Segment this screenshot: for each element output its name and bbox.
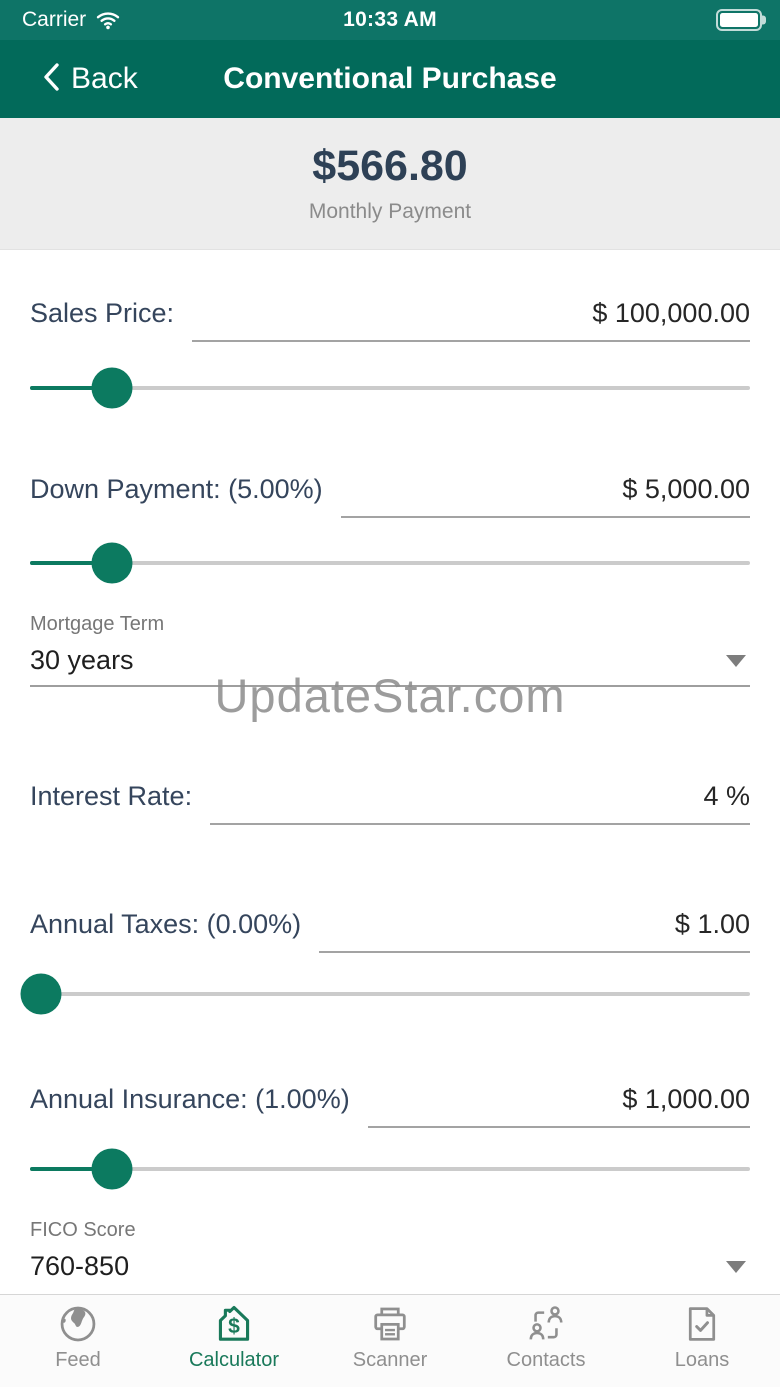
document-check-icon	[680, 1302, 724, 1346]
fico-score-select[interactable]: FICO Score 760-850	[30, 1217, 750, 1291]
slider-thumb[interactable]	[91, 542, 133, 584]
fico-score-value: 760-850	[30, 1251, 130, 1281]
slider-fill	[30, 1167, 113, 1171]
sales-price-row: Sales Price: $ 100,000.00	[30, 296, 750, 342]
down-payment-slider[interactable]	[30, 541, 750, 585]
chevron-left-icon	[42, 61, 61, 98]
interest-rate-input[interactable]: 4 %	[210, 779, 750, 825]
tab-label: Loans	[674, 1349, 730, 1371]
slider-fill	[30, 386, 113, 390]
sales-price-slider[interactable]	[30, 366, 750, 410]
back-label: Back	[71, 62, 138, 95]
back-button[interactable]: Back	[0, 61, 138, 98]
tab-label: Calculator	[188, 1349, 280, 1371]
annual-taxes-input[interactable]: $ 1.00	[319, 907, 750, 953]
tab-bar: Feed $ Calculator Scanner	[0, 1294, 780, 1387]
annual-taxes-label: Annual Taxes: (0.00%)	[30, 909, 302, 939]
page-title: Conventional Purchase	[223, 62, 557, 95]
mortgage-term-select[interactable]: Mortgage Term 30 years	[30, 611, 750, 687]
interest-rate-row: Interest Rate: 4 %	[30, 779, 750, 825]
slider-track[interactable]	[30, 386, 750, 390]
slider-thumb[interactable]	[91, 367, 133, 409]
tab-feed[interactable]: Feed	[0, 1295, 156, 1387]
carrier-label: Carrier	[22, 8, 87, 31]
chevron-down-icon[interactable]	[726, 655, 746, 667]
status-bar: Carrier 10:33 AM	[0, 0, 780, 40]
monthly-payment-amount: $566.80	[312, 142, 468, 190]
annual-insurance-slider[interactable]	[30, 1147, 750, 1191]
mortgage-term-label: Mortgage Term	[30, 613, 165, 635]
annual-insurance-row: Annual Insurance: (1.00%) $ 1,000.00	[30, 1082, 750, 1128]
down-payment-input[interactable]: $ 5,000.00	[340, 472, 750, 518]
tab-loans[interactable]: Loans	[624, 1295, 780, 1387]
interest-rate-label: Interest Rate:	[30, 781, 193, 811]
battery-icon	[716, 9, 762, 31]
annual-insurance-input[interactable]: $ 1,000.00	[367, 1082, 750, 1128]
printer-icon	[368, 1302, 412, 1346]
wifi-icon	[95, 10, 121, 30]
payment-summary: $566.80 Monthly Payment	[0, 118, 780, 250]
tab-calculator[interactable]: $ Calculator	[156, 1295, 312, 1387]
slider-fill	[30, 561, 113, 565]
sales-price-input[interactable]: $ 100,000.00	[192, 296, 750, 342]
annual-taxes-slider[interactable]	[20, 972, 750, 1016]
fico-score-label: FICO Score	[30, 1219, 136, 1241]
tab-label: Contacts	[506, 1349, 586, 1371]
slider-track[interactable]	[30, 992, 750, 996]
chevron-down-icon[interactable]	[726, 1261, 746, 1273]
contacts-icon	[524, 1302, 568, 1346]
house-dollar-icon: $	[212, 1302, 256, 1346]
tab-label: Scanner	[352, 1349, 428, 1371]
sales-price-label: Sales Price:	[30, 298, 175, 328]
svg-text:$: $	[228, 1315, 240, 1338]
monthly-payment-label: Monthly Payment	[308, 200, 472, 223]
calculator-form: Sales Price: $ 100,000.00 Down Payment: …	[0, 296, 780, 1291]
slider-track[interactable]	[30, 561, 750, 565]
annual-taxes-row: Annual Taxes: (0.00%) $ 1.00	[30, 907, 750, 953]
slider-thumb[interactable]	[20, 973, 62, 1015]
mortgage-term-value: 30 years	[30, 645, 134, 675]
tab-label: Feed	[55, 1349, 101, 1371]
tab-scanner[interactable]: Scanner	[312, 1295, 468, 1387]
slider-track[interactable]	[30, 1167, 750, 1171]
down-payment-row: Down Payment: (5.00%) $ 5,000.00	[30, 472, 750, 518]
slider-thumb[interactable]	[91, 1148, 133, 1190]
down-payment-label: Down Payment: (5.00%)	[30, 474, 323, 504]
globe-icon	[56, 1302, 100, 1346]
tab-contacts[interactable]: Contacts	[468, 1295, 624, 1387]
annual-insurance-label: Annual Insurance: (1.00%)	[30, 1084, 350, 1114]
clock: 10:33 AM	[343, 8, 437, 31]
nav-bar: Back Conventional Purchase	[0, 40, 780, 118]
